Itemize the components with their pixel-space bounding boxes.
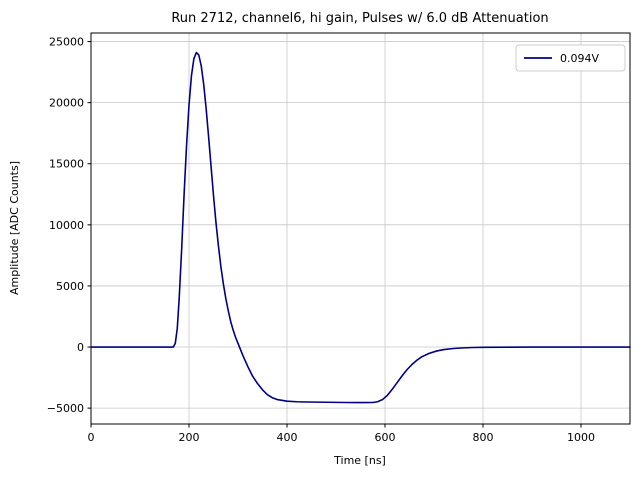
y-tick-label: 5000 <box>56 280 84 293</box>
x-tick-label: 400 <box>277 431 298 444</box>
chart-title: Run 2712, channel6, hi gain, Pulses w/ 6… <box>171 11 548 26</box>
x-tick-label: 0 <box>88 431 95 444</box>
grid-layer <box>90 33 630 424</box>
axis-layer: 0 200 400 600 800 1000 −5000 0 5000 10000 15000 200… <box>47 32 631 444</box>
x-tick-label: 800 <box>473 431 494 444</box>
legend-box <box>515 44 626 72</box>
x-tick-label: 1000 <box>567 431 595 444</box>
y-tick-label: 15000 <box>49 158 84 171</box>
y-tick-label: 0 <box>77 341 84 354</box>
series-layer <box>90 51 631 404</box>
y-tick-label: 10000 <box>49 219 84 232</box>
x-tick-label: 600 <box>375 431 396 444</box>
y-axis-label: Amplitude [ADC Counts] <box>8 161 21 295</box>
y-tick-label: 20000 <box>49 97 84 110</box>
legend-label: 0.094V <box>560 52 599 65</box>
y-tick-label: −5000 <box>47 402 84 415</box>
x-tick-label: 200 <box>179 431 200 444</box>
plot-border <box>90 32 631 425</box>
y-tick-label: 25000 <box>49 36 84 49</box>
pulse-waveform-line <box>90 51 631 404</box>
legend: 0.094V <box>515 44 626 72</box>
x-axis-label: Time [ns] <box>333 454 386 467</box>
